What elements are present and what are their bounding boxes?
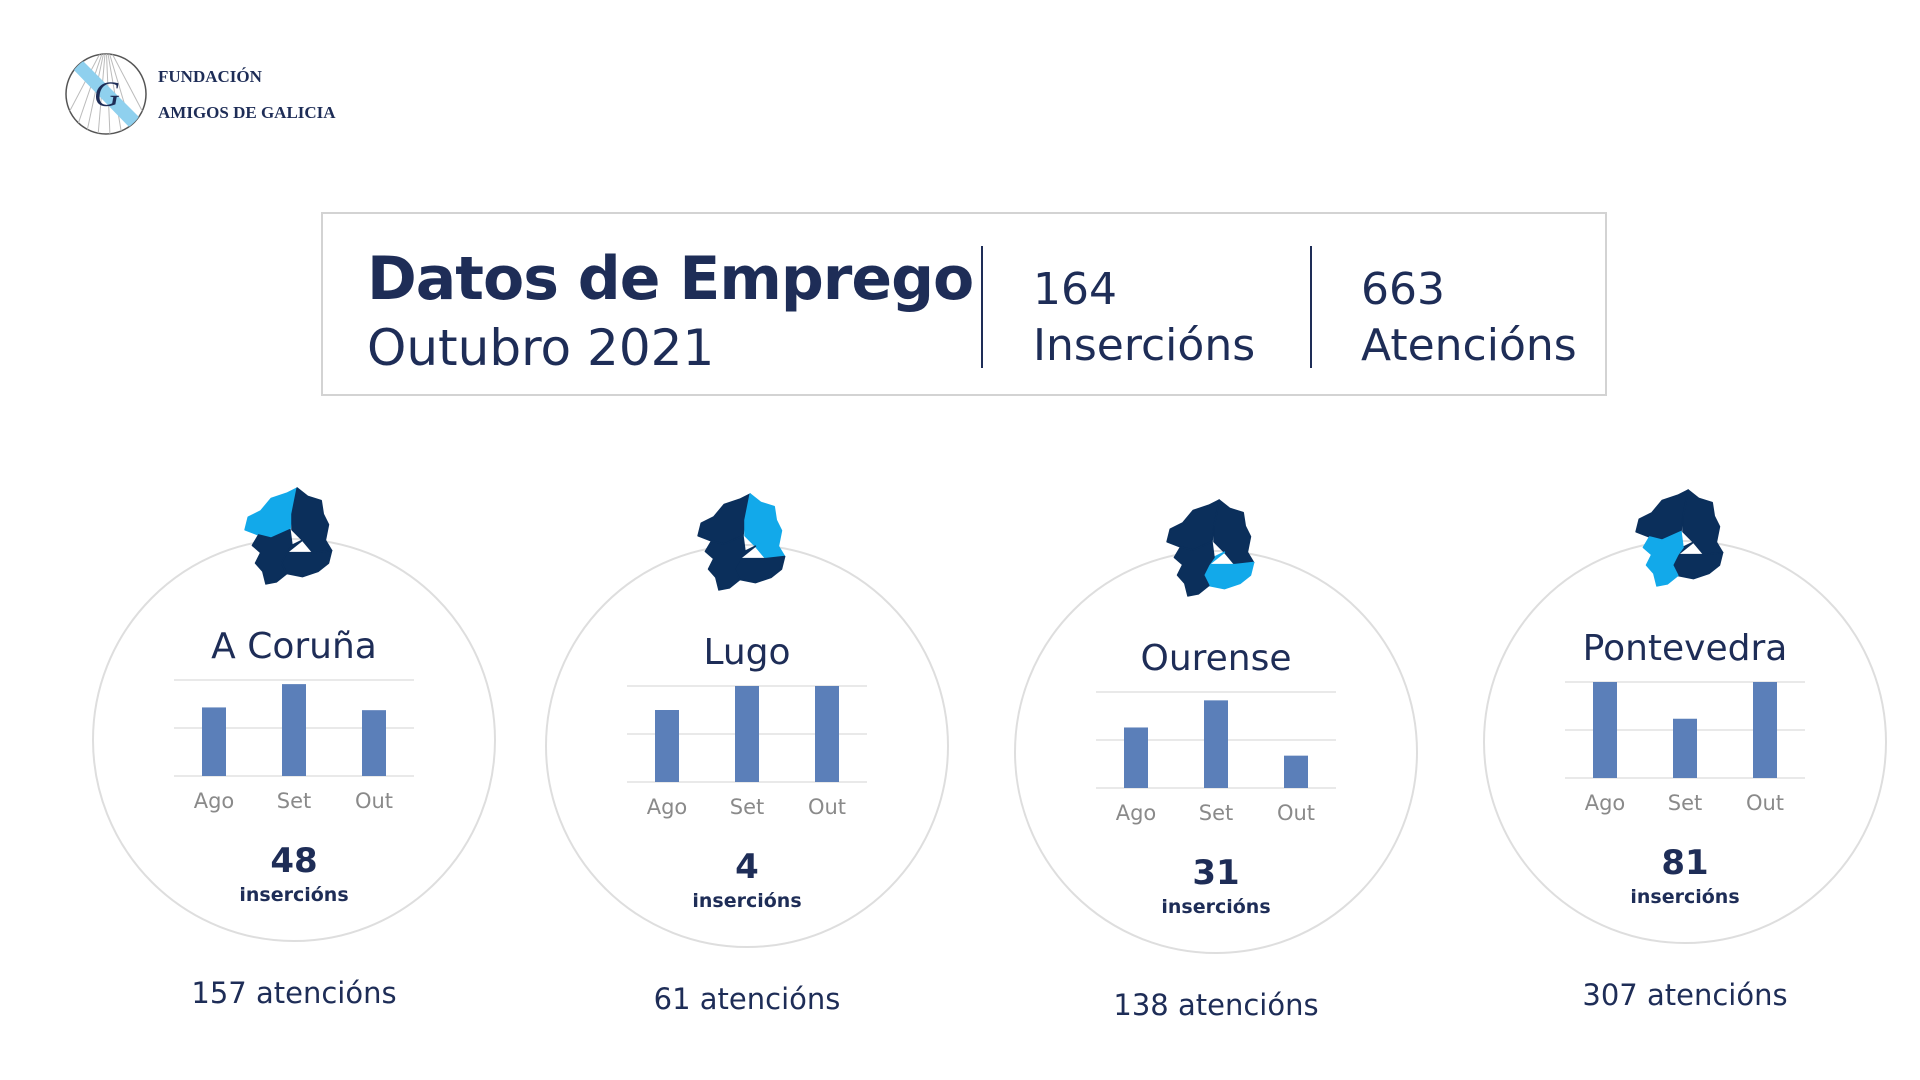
- region-card-pontevedra: Pontevedra Ago Set Out 81 insercións 307 a…: [1483, 488, 1893, 1048]
- bar-ago: [655, 710, 679, 782]
- page-title: Datos de Emprego: [367, 244, 974, 314]
- x-tick-label: Ago: [194, 789, 235, 813]
- x-tick-label: Out: [1746, 791, 1784, 815]
- bar-chart: Ago Set Out: [1096, 691, 1336, 825]
- region-atencions: 61 atencións: [653, 982, 841, 1016]
- region-name: A Coruña: [211, 626, 377, 667]
- galicia-map-icon: [1635, 489, 1724, 587]
- logo-line2: AMIGOS DE GALICIA: [158, 103, 336, 122]
- region-atencions: 157 atencións: [191, 976, 397, 1010]
- bar-out: [815, 686, 839, 782]
- region-atencions: 138 atencións: [1113, 988, 1319, 1022]
- divider: [1310, 246, 1312, 368]
- region-card-coruna: A Coruña Ago Set Out 48 insercións 157 ate…: [92, 486, 502, 1046]
- region-insercions-label: insercións: [1161, 896, 1271, 918]
- total-atencions-value: 663: [1361, 264, 1445, 315]
- region-insercions-value: 48: [270, 841, 318, 881]
- total-insercions: 164 Insercións: [1033, 262, 1255, 374]
- region-insercions-label: insercións: [239, 884, 349, 906]
- x-tick-label: Out: [1277, 801, 1315, 825]
- bar-chart: Ago Set Out: [1565, 681, 1805, 815]
- bar-set: [282, 684, 306, 776]
- x-tick-label: Set: [1199, 801, 1233, 825]
- bar-set: [735, 686, 759, 782]
- total-atencions: 663 Atencións: [1361, 262, 1577, 374]
- bar-set: [1204, 700, 1228, 788]
- bar-chart: Ago Set Out: [627, 685, 867, 819]
- bar-set: [1673, 718, 1697, 778]
- foundation-logo: G FUNDACIÓN AMIGOS DE GALICIA: [64, 50, 354, 140]
- total-atencions-label: Atencións: [1361, 320, 1577, 371]
- x-tick-label: Out: [355, 789, 393, 813]
- region-name: Pontevedra: [1582, 628, 1788, 669]
- x-tick-label: Ago: [1116, 801, 1157, 825]
- galicia-map-icon: [1166, 499, 1255, 597]
- logo-line1: FUNDACIÓN: [158, 67, 262, 86]
- galicia-map-icon: [697, 493, 786, 591]
- region-name: Ourense: [1140, 638, 1292, 679]
- total-insercions-label: Insercións: [1033, 320, 1256, 371]
- region-insercions-value: 31: [1192, 853, 1240, 893]
- bar-out: [362, 710, 386, 776]
- x-tick-label: Ago: [1585, 791, 1626, 815]
- summary-header: Datos de Emprego Outubro 2021 164 Inserc…: [321, 212, 1607, 396]
- x-tick-label: Out: [808, 795, 846, 819]
- bar-out: [1753, 682, 1777, 778]
- x-tick-label: Set: [277, 789, 311, 813]
- region-insercions-value: 4: [735, 847, 759, 887]
- region-insercions-value: 81: [1661, 843, 1709, 883]
- region-name: Lugo: [703, 632, 791, 673]
- bar-chart: Ago Set Out: [174, 679, 414, 813]
- total-insercions-value: 164: [1033, 264, 1117, 315]
- bar-out: [1284, 755, 1308, 788]
- svg-text:G: G: [94, 74, 120, 114]
- divider: [981, 246, 983, 368]
- x-tick-label: Ago: [647, 795, 688, 819]
- region-card-ourense: Ourense Ago Set Out 31 insercións 138 aten…: [1014, 498, 1424, 1058]
- logo-emblem-icon: G: [65, 53, 147, 135]
- galicia-map-icon: [244, 487, 333, 585]
- region-atencions: 307 atencións: [1582, 978, 1788, 1012]
- bar-ago: [1593, 682, 1617, 778]
- region-card-lugo: Lugo Ago Set Out 4 insercións 61 atencións: [545, 492, 955, 1052]
- region-insercions-label: insercións: [692, 890, 802, 912]
- x-tick-label: Set: [1668, 791, 1702, 815]
- bar-ago: [1124, 727, 1148, 788]
- region-insercions-label: insercións: [1630, 886, 1740, 908]
- page-subtitle: Outubro 2021: [367, 319, 715, 377]
- x-tick-label: Set: [730, 795, 764, 819]
- bar-ago: [202, 707, 226, 776]
